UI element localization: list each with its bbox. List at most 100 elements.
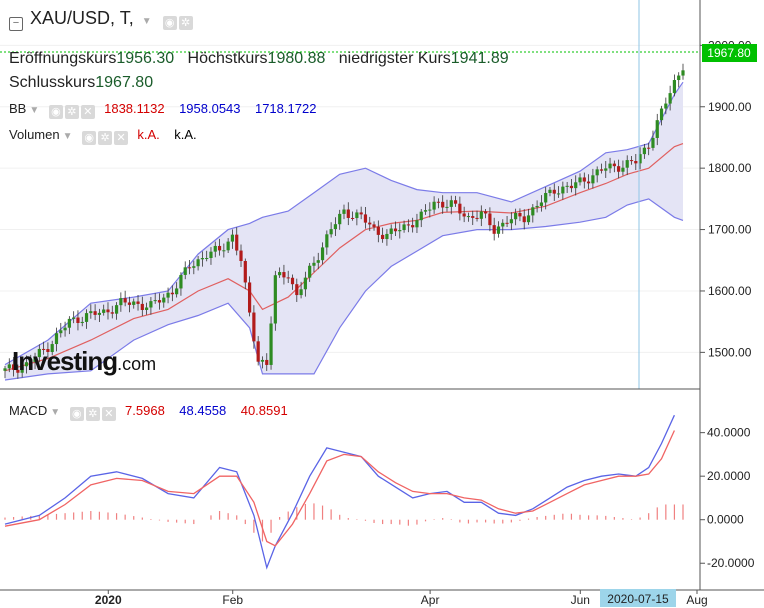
- gear-icon[interactable]: ✲: [85, 407, 100, 421]
- close-icon[interactable]: ✕: [114, 131, 129, 145]
- candle-body: [526, 215, 531, 223]
- candle-body: [282, 272, 286, 278]
- eye-icon[interactable]: ◉: [162, 16, 177, 30]
- price-tick-label: 1700.00: [708, 223, 752, 237]
- price-tick-label: 1600.00: [708, 284, 752, 298]
- candle-body: [591, 175, 595, 184]
- candle-body: [187, 267, 192, 269]
- macd-histogram: [4, 503, 684, 542]
- eye-icon[interactable]: ◉: [69, 407, 84, 421]
- macd-hist-value: 7.5968: [125, 403, 165, 418]
- candle-body: [441, 201, 445, 208]
- chevron-down-icon[interactable]: ▼: [29, 105, 40, 116]
- collapse-icon[interactable]: −: [9, 17, 23, 31]
- symbol-label: XAU/USD, T,: [30, 8, 134, 28]
- candle-body: [290, 277, 295, 285]
- candle-body: [205, 257, 209, 259]
- candle-body: [355, 212, 359, 219]
- candle-body: [578, 177, 582, 183]
- close-icon[interactable]: ✕: [101, 407, 116, 421]
- candle-body: [449, 200, 453, 207]
- candle-body: [586, 181, 591, 184]
- candle-body: [471, 216, 475, 218]
- candle-body: [269, 323, 273, 365]
- candle-body: [273, 275, 277, 324]
- volume-legend: Volumen ▼ ◉ ✲ ✕ k.A. k.A.: [9, 127, 197, 145]
- candle-body: [655, 120, 659, 138]
- candle-body: [196, 259, 200, 267]
- chevron-down-icon[interactable]: ▼: [62, 131, 73, 142]
- time-tick-label: 2020: [95, 593, 122, 607]
- candle-body: [200, 258, 204, 260]
- candle-body: [333, 224, 338, 230]
- candle-body: [492, 225, 496, 234]
- candle-body: [415, 220, 419, 228]
- volume-label: Volumen: [9, 127, 60, 142]
- chevron-down-icon[interactable]: ▼: [141, 16, 152, 27]
- candle-body: [428, 209, 432, 211]
- candle-body: [162, 297, 166, 303]
- candle-body: [359, 212, 363, 215]
- candle-body: [102, 309, 106, 313]
- candle-body: [213, 245, 217, 252]
- time-axis[interactable]: 2020 Feb Apr Jun Aug: [95, 590, 708, 607]
- macd-signal-line: [4, 430, 675, 547]
- candle-body: [303, 277, 307, 290]
- candle-body: [350, 217, 355, 219]
- candle-body: [668, 93, 672, 104]
- candle-body: [531, 207, 535, 216]
- current-price-text: 1967.80: [707, 46, 751, 60]
- bb-lower-value: 1718.1722: [254, 101, 317, 116]
- candle-body: [295, 284, 299, 296]
- candle-body: [432, 201, 436, 210]
- candle-body: [260, 359, 265, 362]
- candle-body: [11, 364, 16, 370]
- candle-body: [385, 233, 389, 240]
- candle-body: [625, 160, 629, 168]
- logo-main: Investing: [12, 346, 118, 376]
- candle-body: [595, 169, 599, 176]
- candle-body: [642, 147, 646, 155]
- eye-icon[interactable]: ◉: [48, 105, 63, 119]
- candle-body: [329, 229, 333, 235]
- chevron-down-icon[interactable]: ▼: [50, 407, 61, 418]
- time-tick-label: Feb: [222, 593, 243, 607]
- candle-body: [539, 202, 543, 206]
- candle-body: [67, 318, 71, 328]
- candle-body: [393, 228, 398, 232]
- close-icon[interactable]: ✕: [80, 105, 95, 119]
- volume-value-1: k.A.: [137, 127, 160, 142]
- candle-body: [33, 357, 37, 362]
- price-tick-label: 1900.00: [708, 100, 752, 114]
- candle-body: [509, 219, 513, 224]
- candle-body: [127, 302, 132, 305]
- candle-body: [677, 75, 681, 81]
- close-value: 1967.80: [95, 74, 154, 91]
- current-price-label: 1967.80: [702, 44, 757, 62]
- candle-body: [166, 292, 170, 298]
- candle-body: [582, 177, 586, 182]
- candle-body: [235, 234, 239, 251]
- gear-icon[interactable]: ✲: [178, 16, 193, 30]
- macd-tick-label: 20.0000: [707, 469, 751, 483]
- candle-body: [110, 312, 114, 314]
- candle-body: [29, 361, 33, 363]
- candle-body: [406, 224, 410, 226]
- price-axis[interactable]: 2000.001900.001800.001700.001600.001500.…: [700, 38, 752, 359]
- eye-icon[interactable]: ◉: [82, 131, 97, 145]
- candle-body: [183, 267, 187, 275]
- gear-icon[interactable]: ✲: [98, 131, 113, 145]
- candle-body: [153, 300, 157, 302]
- gear-icon[interactable]: ✲: [64, 105, 79, 119]
- candle-body: [462, 213, 466, 217]
- candle-body: [363, 214, 368, 223]
- candle-body: [338, 213, 342, 225]
- candle-body: [106, 309, 110, 313]
- price-tick-label: 1800.00: [708, 161, 752, 175]
- macd-axis[interactable]: 40.0000 20.0000 0.0000 -20.0000: [700, 426, 755, 571]
- candle-body: [638, 154, 642, 164]
- bollinger-middle-band: [4, 143, 684, 372]
- candle-body: [402, 224, 406, 231]
- candle-body: [286, 277, 290, 279]
- candle-body: [419, 211, 423, 221]
